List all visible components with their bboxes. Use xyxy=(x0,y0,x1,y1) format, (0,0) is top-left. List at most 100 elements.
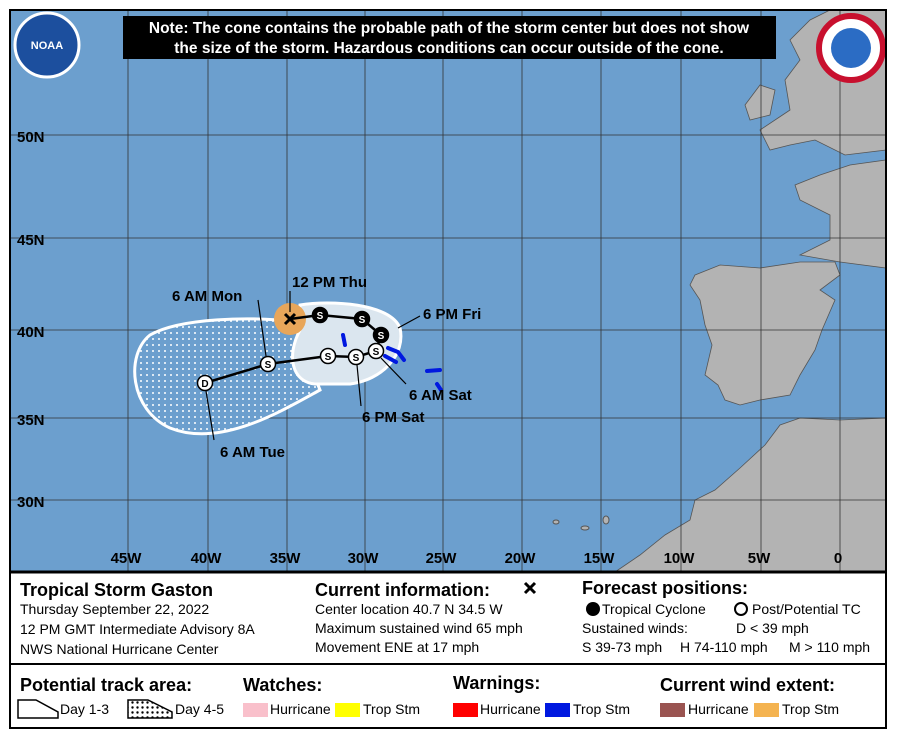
track-label: 6 PM Sat xyxy=(362,409,425,426)
land xyxy=(744,84,776,121)
track-point-label: S xyxy=(325,352,332,363)
track-label: 6 PM Fri xyxy=(423,306,481,323)
current-title: Current information: xyxy=(315,580,490,600)
land xyxy=(613,417,887,573)
lon-label: 15W xyxy=(584,550,616,567)
lon-label: 45W xyxy=(111,550,143,567)
lat-label: 50N xyxy=(17,129,45,146)
lon-label: 35W xyxy=(270,550,302,567)
track-point-label: D xyxy=(201,379,208,390)
legend-item: Hurricane xyxy=(270,701,331,717)
track-point xyxy=(196,374,214,392)
tropical-symbol xyxy=(586,602,600,616)
legend-item: Trop Stm xyxy=(363,701,420,717)
current-line: Center location 40.7 N 34.5 W xyxy=(315,601,503,617)
swatch xyxy=(754,703,779,717)
track-label: 12 PM Thu xyxy=(292,274,367,291)
track-point-label: S xyxy=(373,347,380,358)
track-point-label: S xyxy=(317,311,324,322)
note: the size of the storm. Hazardous conditi… xyxy=(174,40,723,57)
track-label: 6 AM Mon xyxy=(172,288,242,305)
warning-segment xyxy=(383,354,398,364)
note-box xyxy=(123,16,776,59)
swatch xyxy=(660,703,685,717)
noaa-logo xyxy=(13,11,81,79)
swatch xyxy=(243,703,268,717)
lon-label: 25W xyxy=(426,550,458,567)
legend-item: Hurricane xyxy=(480,701,541,717)
legend-title: Potential track area: xyxy=(20,675,192,695)
nws-logo-center xyxy=(831,28,871,68)
current-line: Movement ENE at 17 mph xyxy=(315,639,479,655)
frame xyxy=(9,9,887,729)
warning-segment xyxy=(435,382,443,392)
post-symbol xyxy=(734,602,748,616)
lon-label: 0 xyxy=(834,550,842,567)
warning-segment xyxy=(341,333,347,347)
warning-segment xyxy=(386,346,406,362)
leader-line xyxy=(356,364,362,407)
swatch xyxy=(335,703,360,717)
noaa-logo-text: NOAA xyxy=(31,40,63,52)
forecast-item: Sustained winds: xyxy=(582,620,688,636)
land xyxy=(794,159,887,269)
lon-label: 10W xyxy=(664,550,696,567)
storm-date: Thursday September 22, 2022 xyxy=(20,601,209,617)
track-point xyxy=(372,326,390,344)
track-point-label: S xyxy=(359,315,366,326)
forecast-item: S 39-73 mph xyxy=(582,639,662,655)
track-point xyxy=(311,306,329,324)
swatch xyxy=(545,703,570,717)
swatch xyxy=(453,703,478,717)
x-symbol xyxy=(523,581,537,595)
note: Note: The cone contains the probable pat… xyxy=(149,20,750,37)
leader-line xyxy=(257,299,267,357)
leader-line xyxy=(205,390,215,441)
forecast-item: D < 39 mph xyxy=(736,620,809,636)
advisory: 12 PM GMT Intermediate Advisory 8A xyxy=(20,621,255,637)
lon-label: 30W xyxy=(348,550,380,567)
track-point xyxy=(319,347,337,365)
map: 50N 45N 40N 35N 30N 45W 40W 35W 30W 25W 20W 15W 10W 5… xyxy=(10,9,887,573)
legend-item: Day 4-5 xyxy=(175,701,224,717)
storm-name: Tropical Storm Gaston xyxy=(20,580,213,600)
track-point xyxy=(259,355,277,373)
warnings xyxy=(341,333,443,392)
current-line: Maximum sustained wind 65 mph xyxy=(315,620,523,636)
land xyxy=(689,261,841,406)
lat-label: 30N xyxy=(17,494,45,511)
lon-label: 5W xyxy=(748,550,771,567)
current-position xyxy=(283,312,297,326)
leader-line xyxy=(397,315,421,329)
warning-segment xyxy=(425,368,442,373)
legend-item: Trop Stm xyxy=(782,701,839,717)
lat-label: 40N xyxy=(17,324,45,341)
lat-label: 35N xyxy=(17,412,45,429)
track-label: 6 AM Sat xyxy=(409,387,472,404)
lon-label: 40W xyxy=(191,550,223,567)
center: NWS National Hurricane Center xyxy=(20,641,219,657)
forecast-title: Forecast positions: xyxy=(582,578,748,598)
legend-item: Trop Stm xyxy=(573,701,630,717)
legend-title: Current wind extent: xyxy=(660,675,835,695)
track-point xyxy=(347,348,365,366)
island xyxy=(602,515,610,525)
track-point-label: S xyxy=(378,331,385,342)
cone-symbol xyxy=(17,699,59,719)
legend-title: Watches: xyxy=(243,675,322,695)
forecast-item: Post/Potential TC xyxy=(752,601,861,617)
leader-line xyxy=(380,357,407,385)
legend-title: Warnings: xyxy=(453,673,540,693)
track-point-label: S xyxy=(353,353,360,364)
cone-symbol xyxy=(127,699,173,719)
legend-item: Day 1-3 xyxy=(60,701,109,717)
lon-label: 20W xyxy=(505,550,537,567)
leader-lines xyxy=(205,291,421,441)
island xyxy=(552,519,560,525)
track-point xyxy=(367,342,385,360)
track-point-label: S xyxy=(265,360,272,371)
island xyxy=(580,525,590,531)
track-point xyxy=(353,310,371,328)
